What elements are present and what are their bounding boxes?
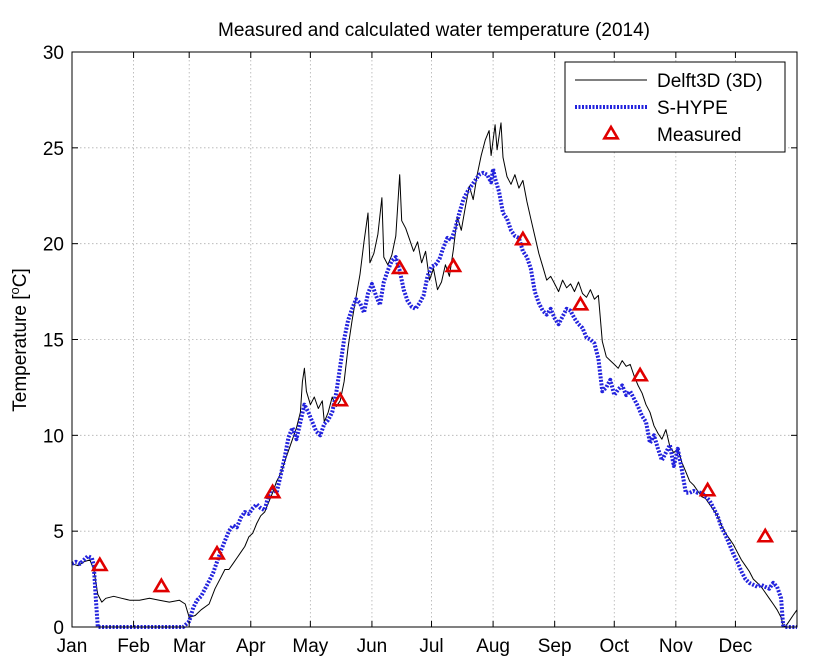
x-tick-label: Apr xyxy=(236,636,266,657)
x-tick-label: Jan xyxy=(57,636,88,657)
x-tick-label: Dec xyxy=(719,636,753,657)
legend-label: S-HYPE xyxy=(657,98,728,119)
y-tick-label: 25 xyxy=(43,139,64,160)
measured-point xyxy=(152,577,171,593)
x-tick-label: Feb xyxy=(117,636,150,657)
y-tick-label: 5 xyxy=(53,522,64,543)
y-tick-label: 30 xyxy=(43,43,64,64)
measured-point xyxy=(513,230,532,246)
y-tick-label: 15 xyxy=(43,331,64,352)
legend-label: Measured xyxy=(657,125,742,146)
y-axis-label-main: Temperature [ xyxy=(10,294,31,412)
y-tick-label: 0 xyxy=(53,618,64,639)
legend: Delft3D (3D) S-HYPE Measured xyxy=(564,61,786,153)
legend-box xyxy=(564,61,786,153)
measured-point xyxy=(571,295,590,311)
y-tick-label: 20 xyxy=(43,235,64,256)
x-axis: Jan Feb Mar Apr May Jun Jul Aug Sep Oct Nov Dec xyxy=(57,52,753,657)
x-tick-label: Jul xyxy=(419,636,443,657)
measured-point xyxy=(698,481,717,497)
measured-point xyxy=(631,366,650,382)
measured-point xyxy=(444,257,463,273)
y-tick-label: 10 xyxy=(43,426,64,447)
y-axis: 0 5 10 15 20 25 30 xyxy=(43,43,797,639)
legend-swatch xyxy=(602,124,620,140)
y-axis-label-sup: o xyxy=(7,287,22,294)
measured-point xyxy=(390,259,409,275)
legend-label: Delft3D (3D) xyxy=(657,71,763,92)
x-tick-label: Nov xyxy=(659,636,693,657)
x-tick-label: Sep xyxy=(538,636,572,657)
y-axis-label-tail: C] xyxy=(10,268,31,287)
chart-title: Measured and calculated water temperatur… xyxy=(218,20,650,41)
measured-point xyxy=(208,544,226,560)
x-tick-label: Jun xyxy=(357,636,388,657)
x-tick-label: Mar xyxy=(173,636,206,657)
series-line-s-hype xyxy=(71,166,797,629)
x-tick-label: Oct xyxy=(599,636,629,657)
series-line-delft3d-3d xyxy=(71,122,798,628)
series-layer xyxy=(71,122,798,629)
x-tick-label: May xyxy=(292,636,328,657)
measured-point xyxy=(756,527,775,543)
y-axis-label: Temperature [oC] xyxy=(7,268,31,411)
x-tick-label: Aug xyxy=(476,636,510,657)
measured-point xyxy=(331,391,350,407)
measured-point xyxy=(263,483,282,499)
measured-point xyxy=(90,556,109,572)
